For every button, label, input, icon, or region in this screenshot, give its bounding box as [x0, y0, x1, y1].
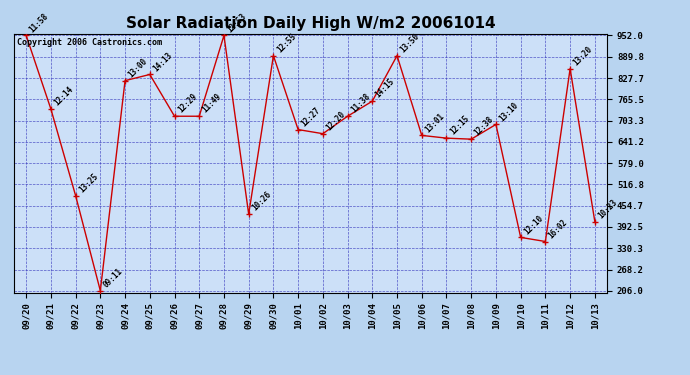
Title: Solar Radiation Daily High W/m2 20061014: Solar Radiation Daily High W/m2 20061014 — [126, 16, 495, 31]
Text: 13:50: 13:50 — [398, 32, 421, 54]
Text: 12:14: 12:14 — [52, 85, 75, 108]
Text: 13:20: 13:20 — [571, 45, 594, 67]
Text: 11:49: 11:49 — [201, 92, 224, 115]
Text: 14:15: 14:15 — [374, 77, 397, 100]
Text: 13:25: 13:25 — [77, 171, 100, 194]
Text: 12:15: 12:15 — [448, 114, 471, 137]
Text: 12:38: 12:38 — [473, 115, 495, 138]
Text: 13:10: 13:10 — [497, 100, 520, 123]
Text: 16:02: 16:02 — [546, 217, 569, 240]
Text: 12:20: 12:20 — [324, 110, 347, 132]
Text: 12:27: 12:27 — [299, 105, 322, 128]
Text: 12:55: 12:55 — [275, 32, 297, 54]
Text: 11:38: 11:38 — [349, 92, 372, 115]
Text: Copyright 2006 Castronics.com: Copyright 2006 Castronics.com — [17, 38, 161, 46]
Text: 10:26: 10:26 — [250, 190, 273, 213]
Text: 11:58: 11:58 — [28, 11, 50, 34]
Text: 13:00: 13:00 — [126, 57, 149, 79]
Text: 10:23: 10:23 — [596, 198, 619, 220]
Text: 12:53: 12:53 — [226, 11, 248, 34]
Text: 14:13: 14:13 — [151, 50, 174, 73]
Text: 13:01: 13:01 — [423, 111, 446, 134]
Text: 09:11: 09:11 — [101, 267, 124, 290]
Text: 12:10: 12:10 — [522, 213, 545, 236]
Text: 12:29: 12:29 — [176, 92, 199, 115]
